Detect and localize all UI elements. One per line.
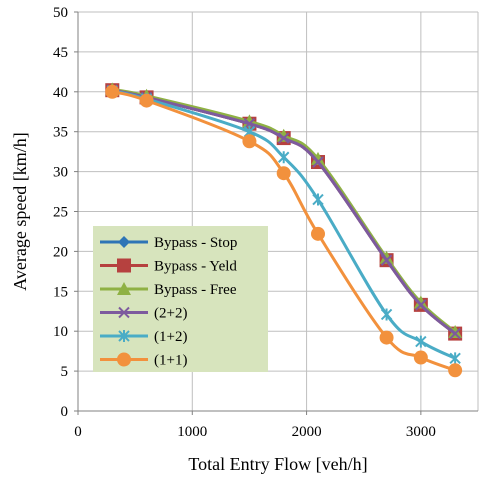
legend-entry: Bypass - Stop: [154, 235, 237, 251]
y-tick-label: 5: [61, 364, 69, 380]
legend-swatch-marker: [117, 352, 131, 367]
y-tick-label: 45: [53, 45, 68, 61]
legend-entry: (1+1): [154, 353, 187, 369]
data-point: [312, 193, 324, 206]
x-axis-title: Total Entry Flow [veh/h]: [188, 454, 367, 474]
data-point: [312, 156, 324, 168]
y-tick-label: 20: [53, 244, 68, 260]
data-point: [276, 166, 291, 181]
y-tick-label: 0: [61, 404, 69, 420]
data-point: [449, 352, 461, 365]
data-point: [449, 327, 461, 340]
legend-swatch-marker: [117, 282, 131, 295]
legend-entry: (1+2): [154, 329, 187, 345]
x-tick-label: 3000: [406, 424, 436, 440]
data-point: [379, 250, 394, 264]
legend-background: [93, 226, 268, 372]
legend-swatch-marker: [117, 258, 131, 273]
data-point: [311, 226, 325, 241]
data-point: [278, 132, 290, 144]
data-point: [311, 151, 325, 165]
data-point: [413, 295, 428, 309]
data-point: [448, 324, 463, 338]
legend: Bypass - Stop Bypass - Yeld Bypass - Free (…: [93, 226, 268, 372]
data-point: [278, 151, 290, 164]
data-point: [105, 84, 120, 99]
tick-labels: 0 5 10 15 20 25 30 35 40 45 50 0 1000 2000 3000: [53, 5, 436, 440]
y-tick-label: 15: [53, 284, 68, 300]
y-tick-label: 40: [53, 85, 68, 101]
data-point: [448, 363, 463, 378]
x-tick-label: 2000: [292, 424, 322, 440]
data-point: [380, 254, 393, 266]
legend-entry: (2+2): [154, 306, 187, 322]
data-point: [413, 350, 428, 365]
data-point: [242, 134, 257, 149]
data-point: [415, 335, 427, 348]
y-tick-label: 35: [53, 125, 68, 141]
data-point: [379, 330, 394, 345]
data-point: [139, 93, 154, 108]
data-point: [415, 299, 427, 311]
y-tick-label: 10: [53, 324, 68, 340]
legend-entry: Bypass - Yeld: [154, 259, 237, 275]
series-line: [111, 88, 457, 335]
axes: [74, 11, 478, 415]
legend-swatch-marker: [118, 236, 130, 248]
series-line: [111, 89, 456, 360]
series-line: [111, 90, 456, 372]
legend-swatch-marker: [118, 330, 130, 342]
y-axis-title: Average speed [km/h]: [10, 132, 30, 291]
series-lines: [105, 82, 463, 378]
legend-swatch-marker: [118, 306, 130, 319]
y-tick-label: 25: [53, 205, 68, 221]
x-tick-label: 0: [74, 424, 82, 440]
y-tick-label: 50: [53, 5, 68, 21]
data-point: [380, 308, 393, 321]
y-tick-label: 30: [53, 165, 68, 181]
x-tick-label: 1000: [177, 424, 207, 440]
legend-entry: Bypass - Free: [154, 282, 237, 298]
